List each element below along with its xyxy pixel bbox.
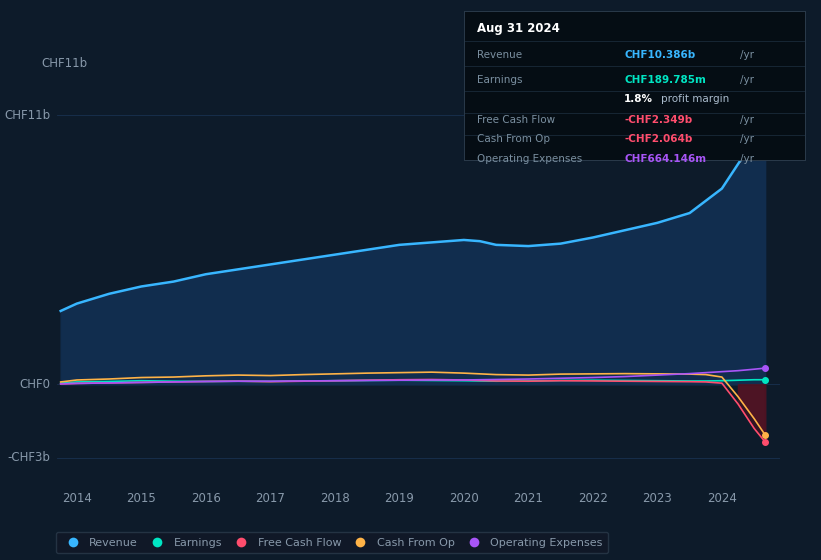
Text: CHF0: CHF0 (20, 378, 51, 391)
Text: profit margin: profit margin (662, 94, 730, 104)
Text: CHF10.386b: CHF10.386b (624, 50, 695, 60)
Text: CHF11b: CHF11b (4, 109, 51, 122)
Text: Aug 31 2024: Aug 31 2024 (478, 22, 561, 35)
Text: -CHF2.349b: -CHF2.349b (624, 115, 692, 125)
Text: CHF189.785m: CHF189.785m (624, 75, 706, 85)
Text: -CHF2.064b: -CHF2.064b (624, 134, 692, 144)
Text: /yr: /yr (740, 134, 754, 144)
Text: Operating Expenses: Operating Expenses (478, 153, 583, 164)
Legend: Revenue, Earnings, Free Cash Flow, Cash From Op, Operating Expenses: Revenue, Earnings, Free Cash Flow, Cash … (56, 532, 608, 553)
Text: 1.8%: 1.8% (624, 94, 653, 104)
Text: /yr: /yr (740, 50, 754, 60)
Text: CHF11b: CHF11b (41, 57, 87, 70)
Text: /yr: /yr (740, 75, 754, 85)
Text: Earnings: Earnings (478, 75, 523, 85)
Text: CHF664.146m: CHF664.146m (624, 153, 706, 164)
Text: Free Cash Flow: Free Cash Flow (478, 115, 556, 125)
Text: /yr: /yr (740, 115, 754, 125)
Text: -CHF3b: -CHF3b (7, 451, 51, 464)
Text: Revenue: Revenue (478, 50, 523, 60)
Text: Cash From Op: Cash From Op (478, 134, 551, 144)
Text: /yr: /yr (740, 153, 754, 164)
